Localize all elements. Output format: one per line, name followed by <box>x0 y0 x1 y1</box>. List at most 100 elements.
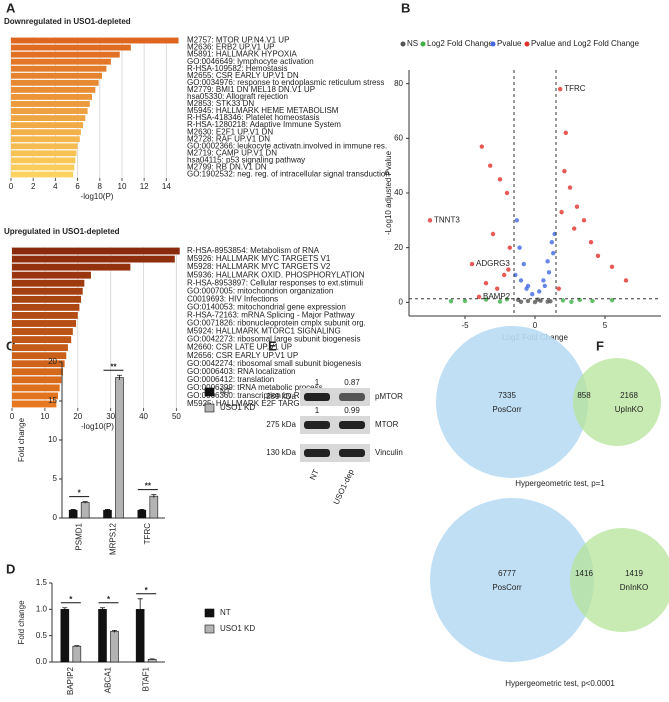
y-axis-label: Fold change <box>17 600 26 645</box>
significance-label: * <box>78 489 82 498</box>
point <box>551 250 556 256</box>
term-label: M2853: STK33 DN <box>187 99 254 108</box>
bar <box>12 263 131 271</box>
point <box>546 270 552 275</box>
blot-band <box>339 393 365 401</box>
point <box>469 261 475 267</box>
point <box>567 185 573 190</box>
y-tick-label: 5 <box>53 474 58 483</box>
error-bar <box>100 607 105 611</box>
point <box>558 86 563 92</box>
bar <box>12 255 175 263</box>
error-bar <box>112 630 117 633</box>
significance-label: ** <box>145 482 152 491</box>
bar <box>11 79 99 86</box>
x-tick-label: MRPS12 <box>109 522 118 555</box>
legend-marker <box>420 41 426 47</box>
point <box>595 253 601 259</box>
term-label: GO:1902532: neg. reg. of intracellular s… <box>187 170 390 179</box>
legend-label: NT <box>220 387 231 396</box>
blot-band <box>339 449 365 457</box>
x-tick-label: 2 <box>31 182 36 191</box>
venn-count: 6777 <box>498 569 516 578</box>
bar <box>11 164 75 171</box>
protein-label: MTOR <box>375 420 399 429</box>
legend-label: USO1 KD <box>220 403 255 412</box>
legend-marker <box>204 387 215 397</box>
y-tick-label: 80 <box>394 79 403 88</box>
bar <box>12 360 65 368</box>
y-tick-label: 1.0 <box>36 604 48 613</box>
venn-count: 2168 <box>620 391 638 400</box>
term-label: GO:0006399: tRNA metabolic process <box>187 383 323 392</box>
point <box>483 281 489 286</box>
term-label: C0019693: HIV Infections <box>187 294 278 303</box>
bar <box>68 509 78 519</box>
term-label: R-HSA-8953897: Cellular responses to ext… <box>187 278 363 287</box>
term-label: GO:0006403: RNA localization <box>187 367 296 376</box>
y-axis-label: -Log10 adjusted Pvalue <box>384 150 393 235</box>
bar <box>11 108 88 114</box>
y-tick-label: 20 <box>394 243 403 252</box>
point-label: BAMP2 <box>483 292 511 301</box>
bar <box>12 279 85 287</box>
bar <box>12 328 73 335</box>
quantification: 1 <box>315 378 320 387</box>
bar <box>98 609 107 663</box>
bar <box>11 171 74 178</box>
bar <box>11 115 86 121</box>
legend-label: NT <box>220 608 231 617</box>
bar <box>80 502 90 519</box>
blot-band <box>304 421 330 429</box>
bar <box>11 143 78 150</box>
term-label: GO:0006412: translation <box>187 375 274 384</box>
point <box>588 240 594 245</box>
legend-marker <box>400 41 406 47</box>
point <box>549 240 554 245</box>
y-tick-label: 0 <box>53 513 58 522</box>
legend-label: Log2 Fold Change <box>427 39 493 48</box>
point <box>545 259 550 264</box>
point <box>495 286 500 291</box>
kda-label: 130 kDa <box>266 448 296 457</box>
point <box>427 218 433 223</box>
bar <box>137 509 147 519</box>
point <box>502 272 507 278</box>
bar <box>11 136 80 143</box>
y-axis-label: Fold change <box>17 417 26 462</box>
y-tick-label: 1.5 <box>36 578 48 587</box>
error-bar <box>74 645 80 647</box>
legend-marker <box>204 403 215 413</box>
term-label: M5891: HALLMARK HYPOXIA <box>187 50 297 59</box>
significance-label: * <box>69 595 73 604</box>
point <box>581 218 587 223</box>
bar <box>11 51 120 58</box>
bar <box>12 400 57 408</box>
point <box>506 267 511 272</box>
term-label: hsa05330: Allograft rejection <box>187 92 288 101</box>
bar <box>12 336 72 343</box>
venn-count: 7335 <box>498 391 516 400</box>
bar <box>11 122 84 129</box>
error-bar <box>149 658 155 660</box>
x-axis-label: -log10(P) <box>81 422 114 431</box>
point <box>574 204 580 209</box>
significance-label: * <box>145 586 149 595</box>
legend-label: Pvalue and Log2 Fold Change <box>531 39 640 48</box>
term-label: M2757: MTOR UP.N4.V1 UP <box>187 36 289 45</box>
y-tick-label: 60 <box>394 133 403 142</box>
error-bar <box>70 509 76 511</box>
x-tick-label: -5 <box>461 321 469 330</box>
bar <box>72 645 82 663</box>
blot-band <box>339 421 365 429</box>
bar <box>11 72 102 79</box>
error-bar <box>137 598 143 620</box>
term-label: GO:0071826: ribonucleoprotein cmplx subu… <box>187 319 366 328</box>
x-tick-label: 40 <box>139 412 148 421</box>
panel-label: D <box>6 561 15 576</box>
term-label: GO:0140053: mitochondrial gene expressio… <box>187 302 346 311</box>
venn-count: 858 <box>577 391 591 400</box>
point <box>490 231 496 237</box>
x-tick-label: 0 <box>533 321 538 330</box>
venn-set-label: PosCorr <box>492 405 522 414</box>
